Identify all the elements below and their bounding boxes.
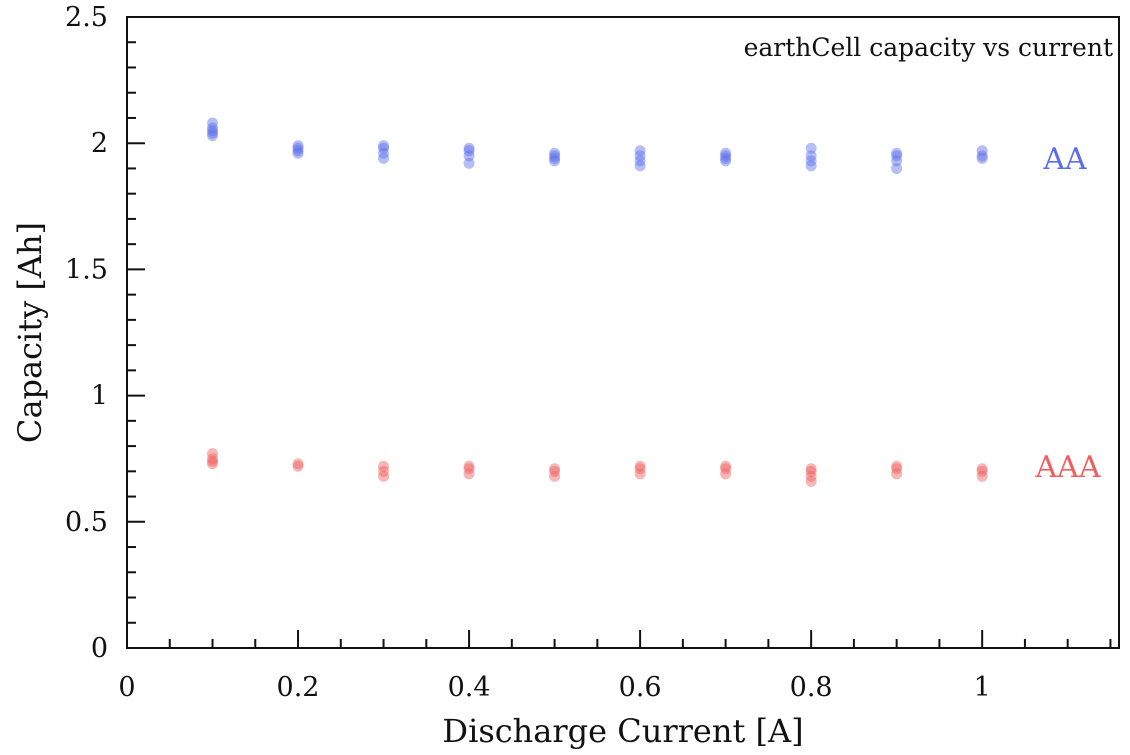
x-tick-label: 0.2 <box>277 672 320 703</box>
data-point-aa <box>207 122 219 134</box>
y-tick-label: 1 <box>91 381 108 412</box>
y-tick-label: 2.5 <box>65 2 108 33</box>
data-point-aa <box>549 155 561 167</box>
data-point-aaa <box>549 463 561 475</box>
data-point-aaa <box>207 455 219 467</box>
data-point-aa <box>292 145 304 157</box>
data-point-aaa <box>207 448 219 460</box>
data-point-aaa <box>207 458 219 470</box>
data-point-aa <box>207 117 219 129</box>
data-point-aa <box>976 145 988 157</box>
data-point-aaa <box>634 463 646 475</box>
data-point-aaa <box>805 470 817 482</box>
series-label-aaa: AAA <box>1035 450 1101 485</box>
data-point-aaa <box>549 465 561 477</box>
data-point-aa <box>891 150 903 162</box>
data-point-aa <box>720 155 732 167</box>
data-point-aaa <box>634 468 646 480</box>
data-point-aaa <box>976 465 988 477</box>
data-point-aaa <box>720 468 732 480</box>
chart-title: earthCell capacity vs current <box>744 33 1113 62</box>
data-point-aaa <box>463 463 475 475</box>
x-axis-label: Discharge Current [A] <box>442 712 803 750</box>
data-point-aaa <box>720 460 732 472</box>
data-point-aa <box>634 145 646 157</box>
data-point-aa <box>891 155 903 167</box>
y-tick-label: 0 <box>91 633 108 664</box>
data-point-aaa <box>292 458 304 470</box>
data-point-aa <box>976 152 988 164</box>
data-point-aa <box>805 160 817 172</box>
data-point-aa <box>378 152 390 164</box>
data-point-aaa <box>891 468 903 480</box>
data-point-aaa <box>891 460 903 472</box>
data-point-aa <box>805 155 817 167</box>
data-point-aa <box>463 142 475 154</box>
data-point-aa <box>207 130 219 142</box>
y-tick-label: 0.5 <box>65 507 108 538</box>
data-point-aa <box>463 157 475 169</box>
data-point-aa <box>720 152 732 164</box>
data-point-aaa <box>805 465 817 477</box>
data-point-aa <box>805 142 817 154</box>
data-point-aaa <box>549 470 561 482</box>
data-point-aaa <box>976 470 988 482</box>
data-point-aa <box>805 150 817 162</box>
data-point-aa <box>207 127 219 139</box>
data-point-aaa <box>378 465 390 477</box>
data-point-aa <box>634 160 646 172</box>
data-point-aaa <box>292 460 304 472</box>
data-points <box>207 117 988 487</box>
x-tick-label: 0.4 <box>448 672 491 703</box>
data-point-aa <box>378 147 390 159</box>
data-point-aaa <box>720 463 732 475</box>
data-point-aa <box>292 142 304 154</box>
series-label-aa: AA <box>1042 142 1087 177</box>
data-point-aaa <box>805 463 817 475</box>
data-point-aaa <box>207 453 219 465</box>
data-point-aaa <box>891 463 903 475</box>
data-point-aa <box>463 145 475 157</box>
data-point-aa <box>634 150 646 162</box>
data-point-aa <box>891 162 903 174</box>
plot-area-frame <box>126 16 1120 649</box>
data-point-aa <box>463 150 475 162</box>
data-point-aaa <box>976 463 988 475</box>
x-tick-label: 0.6 <box>619 672 662 703</box>
data-point-aa <box>549 150 561 162</box>
data-point-aa <box>720 147 732 159</box>
x-tick-label: 0 <box>118 672 135 703</box>
data-point-aa <box>720 150 732 162</box>
y-tick-label: 2 <box>91 128 108 159</box>
tick-labels: 0 0.2 0.4 0.6 0.8 1 0 0.5 1 1.5 2 2.5 <box>65 2 991 703</box>
y-tick-label: 1.5 <box>65 254 108 285</box>
data-point-aaa <box>463 460 475 472</box>
data-point-aaa <box>634 460 646 472</box>
data-point-aa <box>378 140 390 152</box>
x-tick-label: 1 <box>974 672 991 703</box>
data-point-aa <box>891 147 903 159</box>
data-point-aa <box>549 147 561 159</box>
axis-ticks <box>127 41 1112 648</box>
data-point-aa <box>292 147 304 159</box>
data-point-aaa <box>378 470 390 482</box>
y-axis-label: Capacity [Ah] <box>11 222 49 443</box>
data-point-aaa <box>378 460 390 472</box>
data-point-aaa <box>463 468 475 480</box>
data-point-aa <box>976 150 988 162</box>
data-point-aa <box>292 140 304 152</box>
data-point-aa <box>207 125 219 137</box>
data-point-aa <box>634 155 646 167</box>
data-point-aaa <box>805 475 817 487</box>
x-tick-label: 0.8 <box>790 672 833 703</box>
data-point-aa <box>378 142 390 154</box>
data-point-aa <box>549 152 561 164</box>
